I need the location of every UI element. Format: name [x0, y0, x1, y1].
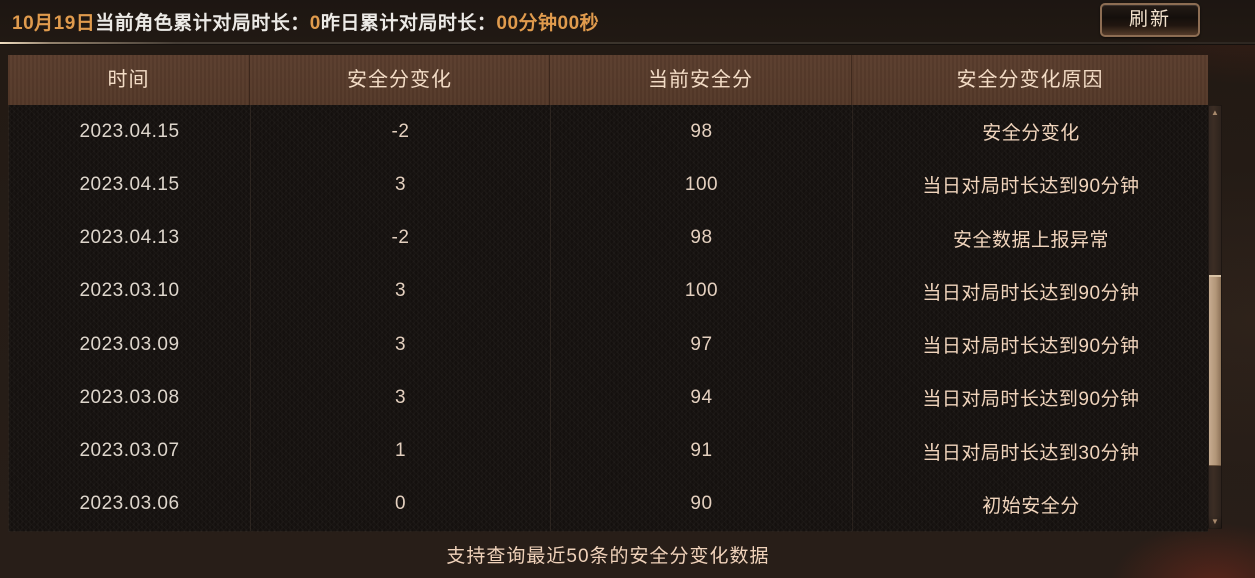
table-cell: 3	[251, 371, 551, 425]
table-cell: 90	[551, 477, 853, 531]
scrollbar-thumb[interactable]	[1209, 275, 1221, 466]
scroll-down-icon[interactable]: ▼	[1208, 515, 1222, 528]
table-header-row: 时间 安全分变化 当前安全分 安全分变化原因	[8, 55, 1208, 105]
safety-score-table: 时间 安全分变化 当前安全分 安全分变化原因 2023.04.15 -2 98 安全分变化 2…	[8, 55, 1208, 532]
table-cell: 当日对局时长达到90分钟	[922, 282, 1140, 304]
column-header: 安全分变化	[250, 55, 550, 105]
table-cell: 94	[551, 371, 853, 425]
table-cell: 100	[551, 264, 853, 318]
table-cell: 2023.04.15	[9, 105, 251, 159]
column-header: 安全分变化原因	[956, 69, 1104, 91]
status-segment: 10月19日	[12, 12, 96, 34]
table-cell: 安全分变化	[982, 123, 1080, 145]
table-cell: 安全数据上报异常	[952, 229, 1109, 251]
playtime-summary: 10月19日当前角色累计对局时长：0昨日累计对局时长：00分钟00秒	[12, 8, 599, 35]
table-cell: 3	[251, 158, 551, 212]
table-cell: 3	[251, 318, 551, 372]
table-cell: 91	[551, 424, 853, 478]
refresh-button[interactable]: 刷新	[1100, 3, 1200, 37]
table-cell: 2023.04.13	[9, 211, 251, 265]
table-cell: 0	[251, 477, 551, 531]
table-cell: 2023.03.08	[9, 371, 251, 425]
table-cell: -2	[251, 105, 551, 159]
top-divider	[0, 42, 1255, 44]
table-cell: 当日对局时长达到90分钟	[922, 176, 1140, 198]
table-cell: 98	[551, 211, 853, 265]
table-cell: 当日对局时长达到90分钟	[922, 389, 1140, 411]
table-cell: 100	[551, 158, 853, 212]
status-segment: 00分钟00秒	[496, 12, 600, 34]
table-body: 2023.04.15 -2 98 安全分变化 2023.04.15 3 100 当日对局时长达…	[8, 105, 1208, 532]
table-cell: 1	[251, 424, 551, 478]
footer-note: 支持查询最近50条的安全分变化数据	[446, 546, 770, 567]
table-cell: 2023.03.06	[9, 477, 251, 531]
table-cell: 2023.03.09	[9, 318, 251, 372]
column-header: 当前安全分	[550, 55, 852, 105]
table-cell: 初始安全分	[982, 495, 1080, 517]
table-cell: 2023.03.10	[9, 264, 251, 318]
status-segment: 昨日累计对局时长：	[320, 12, 497, 34]
table-cell: -2	[251, 211, 551, 265]
table-cell: 当日对局时长达到30分钟	[922, 442, 1140, 464]
scrollbar[interactable]: ▲ ▼	[1208, 105, 1222, 529]
column-header: 时间	[8, 55, 250, 105]
table-cell: 98	[551, 105, 853, 159]
status-segment: 当前角色累计对局时长：	[95, 12, 310, 34]
status-segment: 0	[309, 12, 321, 34]
table-cell: 97	[551, 318, 853, 372]
table-cell: 当日对局时长达到90分钟	[922, 336, 1140, 358]
table-cell: 2023.04.15	[9, 158, 251, 212]
scroll-up-icon[interactable]: ▲	[1211, 108, 1219, 117]
table-cell: 2023.03.07	[9, 424, 251, 478]
table-cell: 3	[251, 264, 551, 318]
top-status-bar: 10月19日当前角色累计对局时长：0昨日累计对局时长：00分钟00秒	[0, 0, 1255, 42]
